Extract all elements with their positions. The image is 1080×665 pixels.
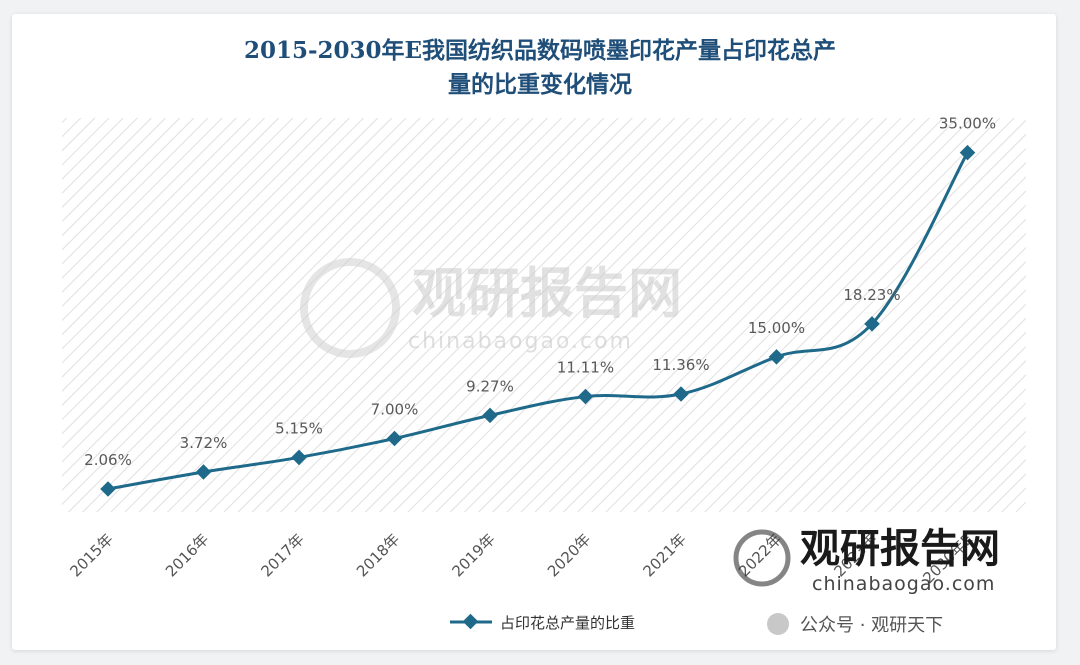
watermark-text-en: chinabaogao.com bbox=[408, 329, 633, 354]
data-label: 11.36% bbox=[652, 356, 709, 374]
watermark-center: 观研报告网 chinabaogao.com bbox=[300, 258, 682, 358]
plot-area bbox=[62, 118, 1026, 512]
legend-label: 占印花总产量的比重 bbox=[500, 614, 635, 632]
footer-watermark-cn: 观研报告网 bbox=[800, 526, 1000, 572]
watermark-text-cn: 观研报告网 bbox=[412, 262, 682, 325]
legend-marker-icon bbox=[462, 613, 479, 630]
footer-logo-icon bbox=[733, 529, 791, 587]
chart-title: 2015-2030年E我国纺织品数码喷墨印花产量占印花总产 量的比重变化情况 bbox=[120, 34, 960, 102]
x-tick-label: 2017年 bbox=[257, 530, 307, 580]
data-label: 5.15% bbox=[275, 419, 323, 437]
title-line-2: 量的比重变化情况 bbox=[448, 71, 632, 98]
data-label: 35.00% bbox=[939, 115, 996, 133]
watermark-logo-icon bbox=[300, 258, 400, 358]
data-label: 2.06% bbox=[84, 451, 132, 469]
x-tick-label: 2020年 bbox=[544, 530, 594, 580]
title-line-1: 2015-2030年E我国纺织品数码喷墨印花产量占印花总产 bbox=[243, 37, 837, 64]
legend: 占印花总产量的比重 bbox=[450, 613, 635, 632]
wechat-credit-text: 公众号 · 观研天下 bbox=[800, 615, 943, 636]
wechat-icon bbox=[767, 613, 789, 635]
series-line bbox=[107, 151, 969, 491]
data-point-marker bbox=[959, 144, 976, 161]
data-label: 3.72% bbox=[180, 434, 228, 452]
data-label: 15.00% bbox=[748, 319, 805, 337]
data-label: 11.11% bbox=[557, 359, 614, 377]
footer-watermark: 观研报告网 chinabaogao.com bbox=[733, 526, 1000, 595]
x-tick-label: 2018年 bbox=[353, 530, 403, 580]
x-tick-label: 2019年 bbox=[448, 530, 498, 580]
wechat-credit: 公众号 · 观研天下 bbox=[767, 613, 943, 636]
footer-watermark-en: chinabaogao.com bbox=[812, 573, 995, 595]
data-label: 18.23% bbox=[843, 286, 900, 304]
data-point-marker bbox=[195, 464, 212, 480]
x-tick-label: 2021年 bbox=[639, 530, 689, 580]
x-tick-label: 2016年 bbox=[162, 530, 212, 580]
data-label: 7.00% bbox=[371, 401, 419, 419]
x-tick-label: 2015年 bbox=[66, 530, 116, 580]
data-label: 9.27% bbox=[466, 377, 514, 395]
